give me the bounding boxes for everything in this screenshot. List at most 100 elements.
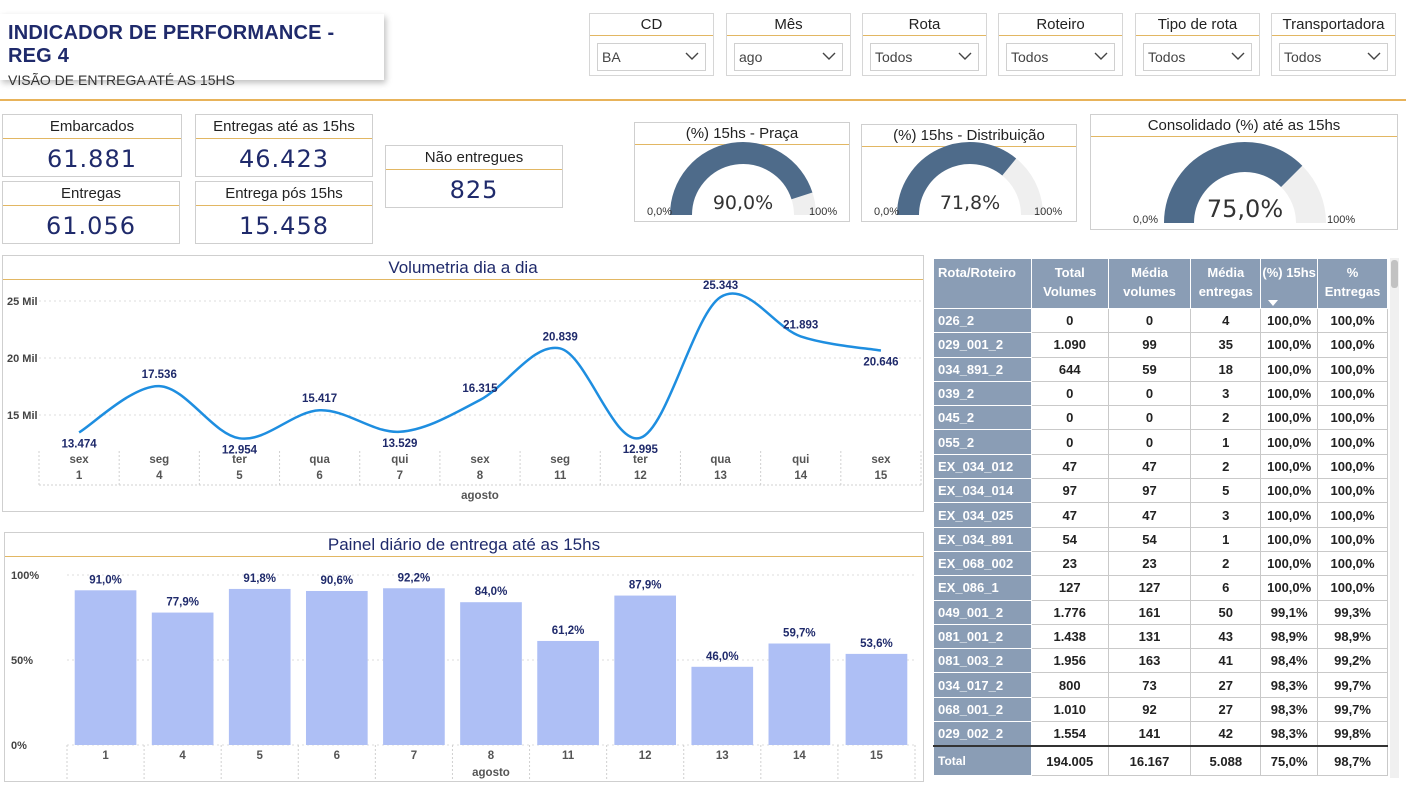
table-row[interactable]: 081_003_2 1.956 163 41 98,4% 99,2%	[933, 648, 1388, 674]
table-cell: 4	[1190, 307, 1262, 334]
table-cell: 0	[1030, 405, 1109, 431]
kpi-value: 46.423	[239, 145, 329, 173]
table-cell: 039_2	[933, 380, 1032, 407]
table-row[interactable]: 034_017_2 800 73 27 98,3% 99,7%	[933, 672, 1388, 698]
x-tick-day: 8	[477, 470, 484, 482]
table-cell: 026_2	[933, 307, 1032, 334]
gauge-svg: 90,0% 0,0% 100%	[647, 142, 837, 218]
x-tick-day: 1	[76, 470, 83, 482]
x-tick-day: 13	[714, 470, 727, 482]
chevron-down-icon	[1094, 52, 1108, 60]
table-row[interactable]: 068_001_2 1.010 92 27 98,3% 99,7%	[933, 696, 1388, 723]
data-label: 12.995	[623, 444, 659, 456]
slicer-value: Todos	[1284, 49, 1322, 65]
kpi-label: Entregas	[3, 182, 179, 206]
slicer-dropdown-tipo-rota[interactable]: Todos	[1143, 43, 1252, 71]
table-scrollbar[interactable]	[1390, 258, 1399, 778]
table-cell: 100,0%	[1317, 405, 1388, 431]
y-tick-label: 50%	[11, 655, 33, 667]
data-label: 84,0%	[475, 586, 508, 598]
table-row[interactable]: EX_034_891 54 54 1 100,0% 100,0%	[933, 526, 1388, 552]
bar-chart-panel: Painel diário de entrega até as 15hs 0% 5…	[4, 532, 924, 782]
table-row[interactable]: EX_034_014 97 97 5 100,0% 100,0%	[933, 478, 1388, 504]
title-card: INDICADOR DE PERFORMANCE - REG 4 VISÃO D…	[0, 14, 384, 88]
slicer-mes: Mês ago	[726, 13, 851, 76]
col-header-total-volumes[interactable]: Total Volumes	[1030, 258, 1109, 309]
table-cell: 029_002_2	[933, 721, 1032, 747]
table-cell: 081_001_2	[933, 623, 1032, 650]
table-row[interactable]: 039_2 0 0 3 100,0% 100,0%	[933, 380, 1388, 407]
table-cell: 127	[1107, 575, 1192, 601]
kpi-value: 15.458	[239, 212, 329, 240]
x-tick-day: 4	[156, 470, 163, 482]
bar	[768, 643, 831, 745]
line-chart-title: Volumetria dia a dia	[3, 256, 923, 280]
slicer-dropdown-rota[interactable]: Todos	[870, 43, 979, 71]
x-axis-label: agosto	[472, 767, 510, 779]
slicer-dropdown-transportadora[interactable]: Todos	[1279, 43, 1388, 71]
table-cell: 99	[1107, 332, 1192, 358]
table-cell: 100,0%	[1317, 332, 1388, 358]
scrollbar-thumb[interactable]	[1391, 260, 1398, 288]
table-cell: 99,1%	[1260, 599, 1319, 625]
table-cell: 163	[1107, 648, 1192, 674]
kpi-embarcados: Embarcados 61.881	[2, 114, 182, 177]
table-cell: 100,0%	[1317, 429, 1388, 455]
table-row[interactable]: 029_001_2 1.090 99 35 100,0% 100,0%	[933, 332, 1388, 358]
kpi-entregas-15hs: Entregas até as 15hs 46.423	[195, 114, 373, 177]
table-header-row: Rota/Roteiro Total Volumes Média volumes…	[933, 258, 1388, 309]
table-row[interactable]: EX_068_002 23 23 2 100,0% 100,0%	[933, 550, 1388, 577]
table-row[interactable]: EX_034_012 47 47 2 100,0% 100,0%	[933, 453, 1388, 480]
table-row[interactable]: 081_001_2 1.438 131 43 98,9% 98,9%	[933, 623, 1388, 650]
x-tick-dow: qui	[792, 454, 809, 466]
data-label: 21.893	[783, 319, 818, 331]
table-row[interactable]: 045_2 0 0 2 100,0% 100,0%	[933, 405, 1388, 431]
x-tick-dow: seg	[149, 454, 169, 466]
table-row[interactable]: 055_2 0 0 1 100,0% 100,0%	[933, 429, 1388, 455]
gauge-title: Consolidado (%) até as 15hs	[1091, 115, 1397, 137]
table-total-row[interactable]: Total 194.005 16.167 5.088 75,0% 98,7%	[933, 744, 1388, 777]
bar-chart-svg: 0% 50% 100% 91,0% 1 77,9% 4 91,8% 5 90,6% 6 92,2% 7 8…	[11, 570, 916, 781]
gauge-min-label: 0,0%	[1133, 214, 1158, 226]
table-row[interactable]: 049_001_2 1.776 161 50 99,1% 99,3%	[933, 599, 1388, 625]
table-row[interactable]: EX_034_025 47 47 3 100,0% 100,0%	[933, 502, 1388, 528]
table-row[interactable]: EX_086_1 127 127 6 100,0% 100,0%	[933, 575, 1388, 601]
table-cell: 43	[1190, 623, 1262, 650]
table-cell: 100,0%	[1317, 307, 1388, 334]
table-row[interactable]: 034_891_2 644 59 18 100,0% 100,0%	[933, 356, 1388, 382]
gauge-svg: 71,8% 0,0% 100%	[874, 142, 1062, 218]
x-tick-label: 8	[488, 750, 495, 762]
y-tick-label: 15 Mil	[7, 410, 38, 422]
gauge-max-label: 100%	[809, 206, 837, 218]
col-header-media-entregas[interactable]: Média entregas	[1190, 258, 1262, 309]
bar	[151, 612, 214, 745]
x-tick-day: 5	[236, 470, 243, 482]
table-row[interactable]: 029_002_2 1.554 141 42 98,3% 99,8%	[933, 721, 1388, 747]
bar	[74, 590, 137, 745]
table-cell: 59	[1107, 356, 1192, 382]
slicer-dropdown-cd[interactable]: BA	[597, 43, 706, 71]
table-cell: 99,2%	[1317, 648, 1388, 674]
table-cell: 42	[1190, 721, 1262, 747]
kpi-nao-entregues: Não entregues 825	[385, 145, 563, 208]
y-tick-label: 20 Mil	[7, 353, 38, 365]
chevron-down-icon	[958, 52, 972, 60]
slicer-dropdown-roteiro[interactable]: Todos	[1006, 43, 1115, 71]
slicer-dropdown-mes[interactable]: ago	[734, 43, 843, 71]
col-header-pct-entregas[interactable]: % Entregas	[1317, 258, 1388, 309]
table-cell: 100,0%	[1260, 526, 1319, 552]
table-cell: 0	[1107, 405, 1192, 431]
col-header-rota[interactable]: Rota/Roteiro	[933, 258, 1032, 309]
kpi-label: Entregas até as 15hs	[196, 115, 372, 139]
slicer-label: Roteiro	[999, 14, 1122, 36]
data-label: 77,9%	[166, 597, 199, 609]
chevron-down-icon	[1231, 52, 1245, 60]
table-cell: 194.005	[1030, 744, 1109, 777]
table-cell: 98,4%	[1260, 648, 1319, 674]
col-header-pct-15hs[interactable]: (%) 15hs	[1260, 258, 1319, 309]
table-cell: 54	[1030, 526, 1109, 552]
table-row[interactable]: 026_2 0 0 4 100,0% 100,0%	[933, 307, 1388, 334]
col-header-media-volumes[interactable]: Média volumes	[1107, 258, 1192, 309]
table-cell: 100,0%	[1260, 550, 1319, 577]
x-tick-day: 14	[794, 470, 807, 482]
